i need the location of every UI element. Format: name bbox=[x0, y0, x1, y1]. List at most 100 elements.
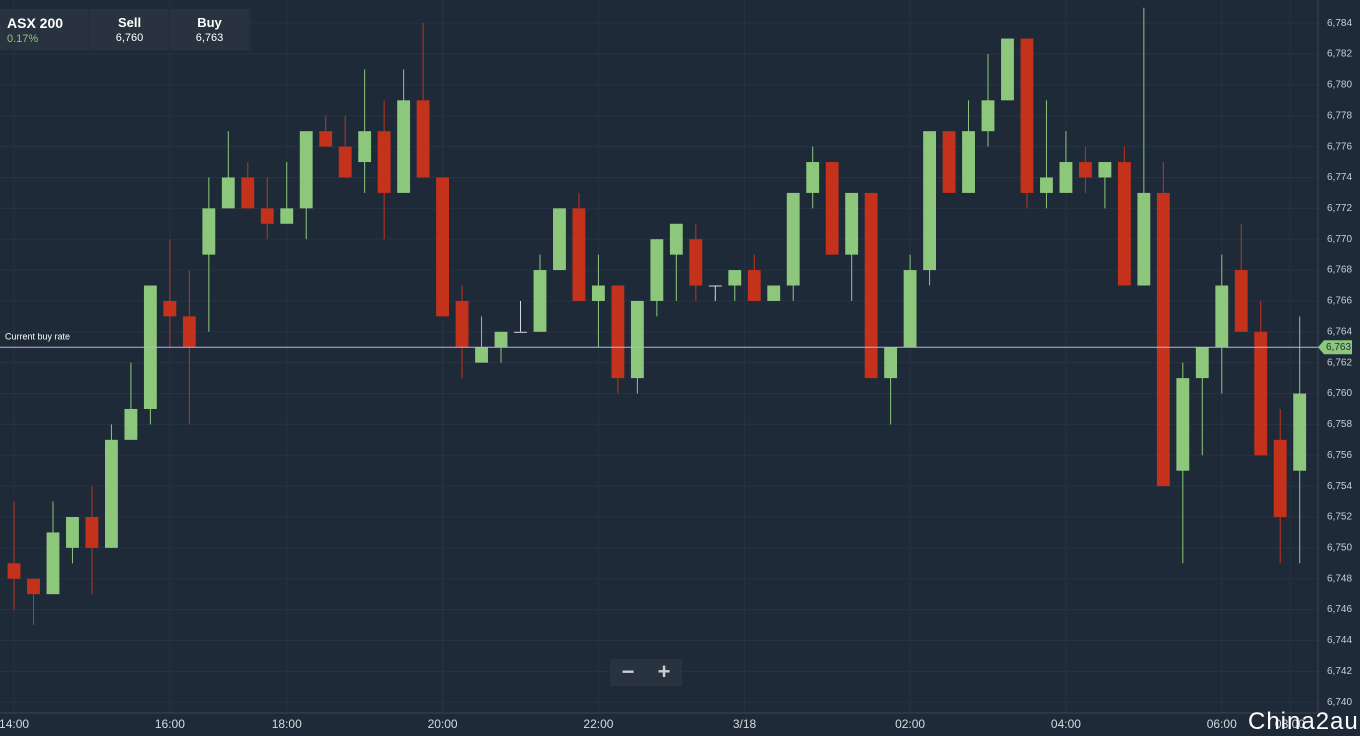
candle-body bbox=[7, 563, 21, 579]
sell-price: 6,760 bbox=[115, 32, 144, 44]
candle-body bbox=[377, 131, 391, 193]
candle-body bbox=[494, 331, 508, 348]
candle-body bbox=[650, 239, 664, 301]
candle-body bbox=[845, 192, 859, 255]
current-rate-value: 6,763 bbox=[1326, 342, 1351, 353]
candle-body bbox=[241, 177, 255, 209]
candle-body bbox=[1234, 270, 1248, 332]
candle-body bbox=[416, 100, 430, 178]
zoom-in[interactable]: + bbox=[657, 659, 671, 684]
instrument: ASX 200 bbox=[7, 15, 64, 31]
candle-body bbox=[630, 300, 644, 379]
y-tick-label: 6,770 bbox=[1327, 234, 1352, 245]
candle-body bbox=[319, 131, 333, 147]
current-rate-badge bbox=[1318, 340, 1352, 355]
y-tick-label: 6,764 bbox=[1327, 326, 1352, 337]
candle-body bbox=[903, 270, 917, 348]
candle-body bbox=[182, 316, 196, 348]
candle-body bbox=[1059, 162, 1073, 193]
candle-body bbox=[1293, 393, 1307, 471]
zoom-out[interactable]: − bbox=[621, 659, 635, 684]
candle-body bbox=[455, 300, 469, 348]
candle-body bbox=[221, 177, 235, 209]
candle-body bbox=[1001, 38, 1014, 101]
candle-body bbox=[163, 300, 177, 317]
candle-body bbox=[1215, 285, 1229, 348]
x-tick-label: 18:00 bbox=[272, 717, 302, 731]
candle-body bbox=[397, 100, 411, 193]
candle-body bbox=[942, 131, 956, 193]
candle-body bbox=[572, 208, 586, 301]
y-tick-label: 6,742 bbox=[1327, 666, 1352, 677]
candle-body bbox=[1117, 162, 1131, 286]
y-tick-label: 6,782 bbox=[1327, 49, 1352, 60]
candle-body bbox=[104, 439, 118, 548]
buy-cell[interactable]: Buy 6,763 bbox=[170, 9, 250, 50]
candle-body bbox=[533, 270, 547, 332]
candle-body bbox=[825, 162, 839, 255]
buy-price: 6,763 bbox=[195, 32, 224, 44]
candle-body bbox=[1137, 192, 1151, 286]
candle-body bbox=[786, 192, 800, 286]
candle-body bbox=[202, 208, 216, 255]
candle-body bbox=[591, 285, 605, 301]
candle-body bbox=[1254, 331, 1268, 456]
y-tick-label: 6,768 bbox=[1327, 265, 1352, 276]
x-tick-label: 14:00 bbox=[0, 717, 29, 731]
y-tick-label: 6,758 bbox=[1327, 419, 1352, 430]
candle-body bbox=[884, 347, 898, 379]
instrument-cell[interactable]: ASX 200 0.17% bbox=[0, 9, 90, 50]
y-tick-label: 6,744 bbox=[1327, 635, 1352, 646]
candle-body bbox=[514, 331, 527, 333]
y-tick-label: 6,746 bbox=[1327, 604, 1352, 615]
candle-body bbox=[747, 270, 761, 301]
change: 0.17% bbox=[7, 33, 39, 45]
candle-body bbox=[981, 100, 995, 132]
buy-label: Buy bbox=[197, 15, 222, 30]
x-tick-label: 04:00 bbox=[1051, 717, 1081, 731]
candle-body bbox=[864, 192, 878, 379]
x-tick-label: 06:00 bbox=[1207, 717, 1237, 731]
candle-body bbox=[611, 285, 625, 379]
candle-body bbox=[1176, 378, 1190, 471]
quote-panel: ASX 200 0.17% Sell 6,760 Buy 6,763 bbox=[0, 9, 251, 50]
y-tick-label: 6,748 bbox=[1327, 573, 1352, 584]
x-tick-label: 16:00 bbox=[155, 717, 185, 731]
candle-body bbox=[962, 131, 975, 193]
y-tick-label: 6,754 bbox=[1327, 481, 1352, 492]
candle-body bbox=[358, 131, 372, 163]
candle-body bbox=[689, 239, 703, 286]
candle-body bbox=[1078, 162, 1092, 178]
candle-body bbox=[923, 131, 937, 271]
y-tick-label: 6,776 bbox=[1327, 141, 1352, 152]
candle-body bbox=[46, 532, 60, 595]
x-tick-label: 3/18 bbox=[733, 717, 757, 731]
candle-body bbox=[767, 285, 781, 301]
candle-body bbox=[1098, 162, 1112, 178]
zoom-controls: − + bbox=[610, 659, 682, 686]
x-tick-label: 20:00 bbox=[428, 717, 458, 731]
candle-body bbox=[728, 270, 742, 286]
y-tick-label: 6,778 bbox=[1327, 110, 1352, 121]
candle-body bbox=[553, 208, 566, 271]
y-tick-label: 6,784 bbox=[1327, 18, 1352, 29]
candle-body bbox=[85, 517, 99, 548]
current-rate-label: Current buy rate bbox=[5, 332, 70, 342]
y-tick-label: 6,780 bbox=[1327, 80, 1352, 91]
y-tick-label: 6,740 bbox=[1327, 697, 1352, 708]
candle-body bbox=[299, 131, 313, 209]
sell-cell[interactable]: Sell 6,760 bbox=[90, 9, 170, 50]
candle-body bbox=[260, 208, 274, 224]
candle-body bbox=[1020, 38, 1034, 193]
sell-label: Sell bbox=[117, 15, 142, 30]
candle-body bbox=[669, 223, 683, 255]
candle-body bbox=[806, 162, 820, 193]
y-tick-label: 6,750 bbox=[1327, 543, 1352, 554]
candle-body bbox=[436, 177, 450, 317]
y-tick-label: 6,772 bbox=[1327, 203, 1352, 214]
candle-body bbox=[1156, 192, 1170, 487]
candle-body bbox=[475, 347, 488, 363]
candle-body bbox=[280, 208, 294, 224]
candle-body bbox=[338, 146, 352, 178]
